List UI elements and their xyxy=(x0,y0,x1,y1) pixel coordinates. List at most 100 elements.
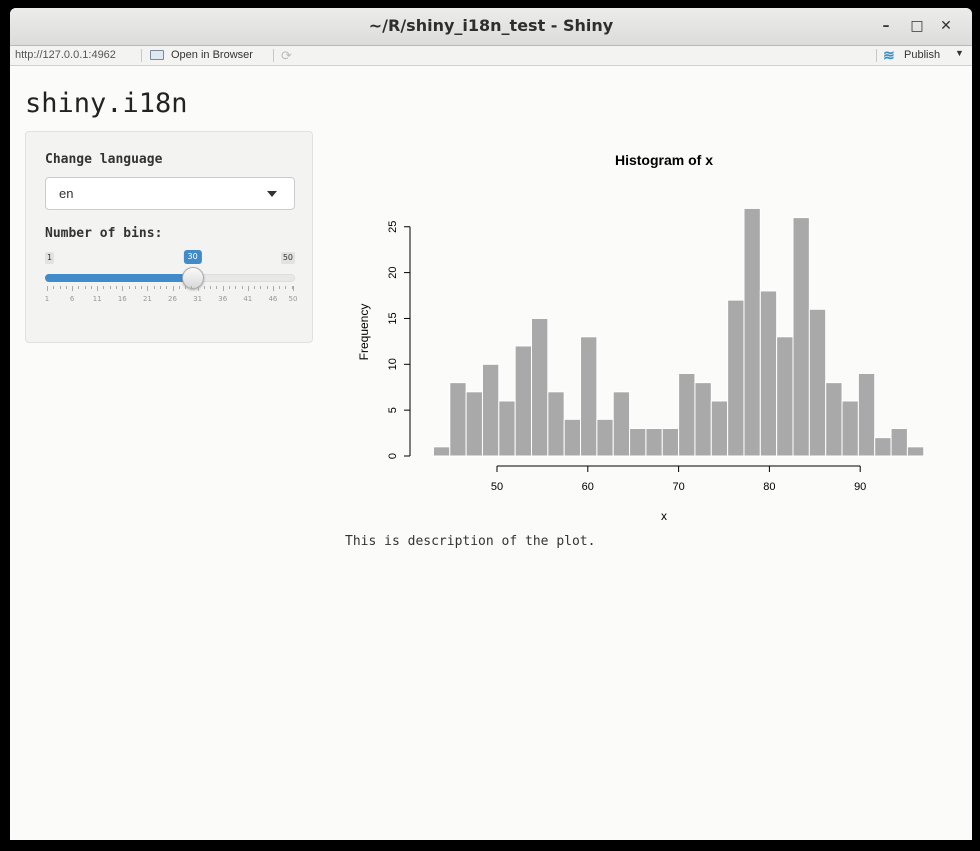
slider-tick xyxy=(72,286,74,291)
slider-tick-label: 31 xyxy=(193,295,203,303)
histogram-bar xyxy=(906,446,925,457)
histogram-bar xyxy=(694,382,712,457)
open-in-browser-button[interactable]: Open in Browser xyxy=(171,49,253,61)
histogram-bar xyxy=(743,207,761,457)
histogram-bar xyxy=(661,427,680,457)
slider-minor-tick xyxy=(185,286,187,289)
slider-tick-label: 41 xyxy=(243,295,253,303)
toolbar-divider xyxy=(141,49,142,62)
histogram-plot: Histogram of x x Frequency 50 60 70 80 90 0 5 1… xyxy=(357,152,925,523)
slider-minor-tick xyxy=(128,286,130,289)
slider-minor-tick xyxy=(279,286,281,289)
page-title: shiny.i18n xyxy=(25,88,188,119)
histogram-bar xyxy=(563,418,582,457)
bins-label: Number of bins: xyxy=(45,226,163,241)
app-window: ~/R/shiny_i18n_test - Shiny – □ ✕ http:/… xyxy=(10,8,972,840)
axes: 50 60 70 80 90 0 5 10 15 20 25 xyxy=(387,221,866,493)
slider-tick xyxy=(172,286,174,291)
histogram-bar xyxy=(449,382,467,457)
x-tick-label: 60 xyxy=(582,481,594,493)
slider-minor-tick xyxy=(254,286,256,289)
slider-tick-label: 6 xyxy=(69,295,75,303)
slider-minor-tick xyxy=(59,286,61,289)
slider-minor-tick xyxy=(90,286,92,289)
browser-icon[interactable] xyxy=(150,50,164,60)
title-bar[interactable]: ~/R/shiny_i18n_test - Shiny – □ ✕ xyxy=(10,8,972,46)
histogram-bar xyxy=(498,400,516,457)
x-axis-label: x xyxy=(661,509,667,523)
x-tick-label: 90 xyxy=(854,481,866,493)
histogram-bar xyxy=(710,400,729,457)
slider-minor-tick xyxy=(241,286,243,289)
histogram-bar xyxy=(612,391,631,457)
slider-minor-tick xyxy=(103,286,105,289)
language-select[interactable]: en xyxy=(45,177,295,210)
slider-minor-tick xyxy=(153,286,155,289)
slider-tick xyxy=(247,286,249,291)
toolbar-divider xyxy=(876,49,877,62)
minimize-icon[interactable]: – xyxy=(882,18,890,34)
url-display: http://127.0.0.1:4962 xyxy=(15,49,116,61)
histogram-bar xyxy=(645,427,663,457)
histogram-bar xyxy=(808,308,827,457)
histogram-bar xyxy=(759,290,778,457)
slider-minor-tick xyxy=(203,286,205,289)
slider-tick xyxy=(47,286,48,291)
bins-slider[interactable]: 1 50 30 1 6 11 16 21 26 31 36 41 46 50 xyxy=(44,248,298,308)
histogram-bar xyxy=(432,446,451,457)
refresh-icon[interactable]: ⟳ xyxy=(281,48,292,63)
y-axis-label: Frequency xyxy=(357,304,371,361)
slider-minor-tick xyxy=(65,286,67,289)
slider-minor-tick xyxy=(285,286,287,289)
plot-description: This is description of the plot. xyxy=(345,534,596,549)
histogram-bar xyxy=(874,437,892,457)
histogram-bar xyxy=(596,418,614,457)
caret-down-icon xyxy=(267,191,277,197)
slider-minor-tick xyxy=(178,286,180,289)
viewer-toolbar: http://127.0.0.1:4962 Open in Browser ⟳ … xyxy=(10,46,972,66)
slider-min-label: 1 xyxy=(45,252,55,264)
slider-minor-tick xyxy=(210,286,212,289)
slider-minor-tick xyxy=(134,286,136,289)
slider-minor-tick xyxy=(228,286,230,289)
slider-tick-label: 21 xyxy=(142,295,152,303)
chevron-down-icon[interactable]: ▼ xyxy=(955,48,964,58)
x-tick-label: 70 xyxy=(672,481,684,493)
y-tick-label: 5 xyxy=(387,407,399,413)
publish-button[interactable]: Publish xyxy=(904,49,941,61)
histogram-bar xyxy=(890,427,908,457)
sidebar-panel: Change language en Number of bins: 1 50 … xyxy=(25,131,313,343)
slider-minor-tick xyxy=(141,286,143,289)
slider-tick-label: 36 xyxy=(218,295,228,303)
publish-icon[interactable]: ≋ xyxy=(883,47,895,63)
window-title: ~/R/shiny_i18n_test - Shiny xyxy=(368,16,614,35)
slider-minor-tick xyxy=(159,286,161,289)
slider-tick xyxy=(97,286,99,291)
x-tick-label: 50 xyxy=(491,481,503,493)
language-select-value: en xyxy=(59,186,74,201)
y-tick-label: 0 xyxy=(387,453,399,459)
histogram-bar xyxy=(629,427,647,457)
maximize-icon[interactable]: □ xyxy=(910,18,924,34)
slider-minor-tick xyxy=(84,286,86,289)
slider-minor-tick xyxy=(235,286,237,289)
histogram-bar xyxy=(580,336,598,457)
y-tick-label: 10 xyxy=(387,358,399,370)
histogram-bar xyxy=(481,363,500,457)
slider-minor-tick xyxy=(266,286,268,289)
slider-minor-tick xyxy=(166,286,168,289)
histogram-bar xyxy=(465,391,483,457)
slider-tick xyxy=(293,286,294,291)
y-tick-label: 25 xyxy=(387,221,399,233)
toolbar-divider xyxy=(273,49,274,62)
histogram-bar xyxy=(531,317,549,457)
slider-handle[interactable] xyxy=(181,267,204,289)
slider-tick-label: 50 xyxy=(288,295,298,303)
slider-tick-label: 26 xyxy=(168,295,177,303)
histogram-bar xyxy=(825,382,843,457)
close-icon[interactable]: ✕ xyxy=(940,18,952,34)
slider-minor-tick xyxy=(260,286,262,289)
slider-tick xyxy=(272,286,274,291)
slider-tick xyxy=(197,286,199,291)
slider-tick-label: 1 xyxy=(44,295,50,303)
